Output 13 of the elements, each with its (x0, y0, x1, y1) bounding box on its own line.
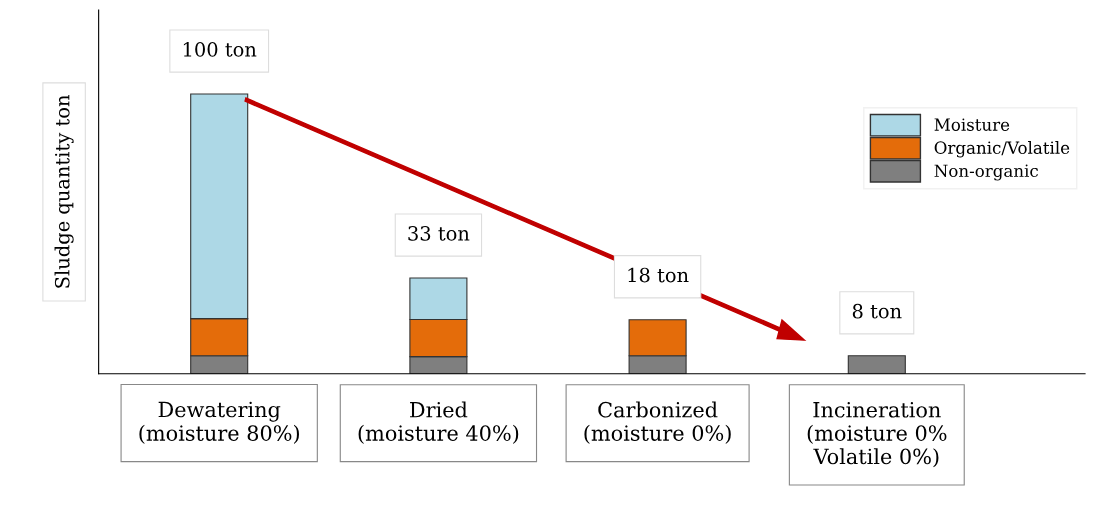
y-axis-title: Sludge quantity ton (54, 95, 74, 288)
total-label: 100 ton (183, 41, 257, 57)
legend-label: Organic/Volatile (934, 141, 1070, 158)
x-tick-label: Carbonized (moisture 0%) (584, 401, 731, 444)
x-tick-label: Dewatering (moisture 80%) (139, 401, 300, 444)
legend-label: Moisture (934, 118, 1010, 131)
total-label: 8 ton (852, 303, 902, 319)
x-tick-label: Dried (moisture 40%) (358, 401, 519, 444)
x-tick-label: Incineration (moisture 0% Volatile 0%) (807, 401, 947, 468)
total-label: 33 ton (408, 226, 470, 241)
bar (847, 355, 906, 374)
legend-label: Non-organic (934, 164, 1038, 181)
total-label: 18 ton (628, 267, 689, 283)
